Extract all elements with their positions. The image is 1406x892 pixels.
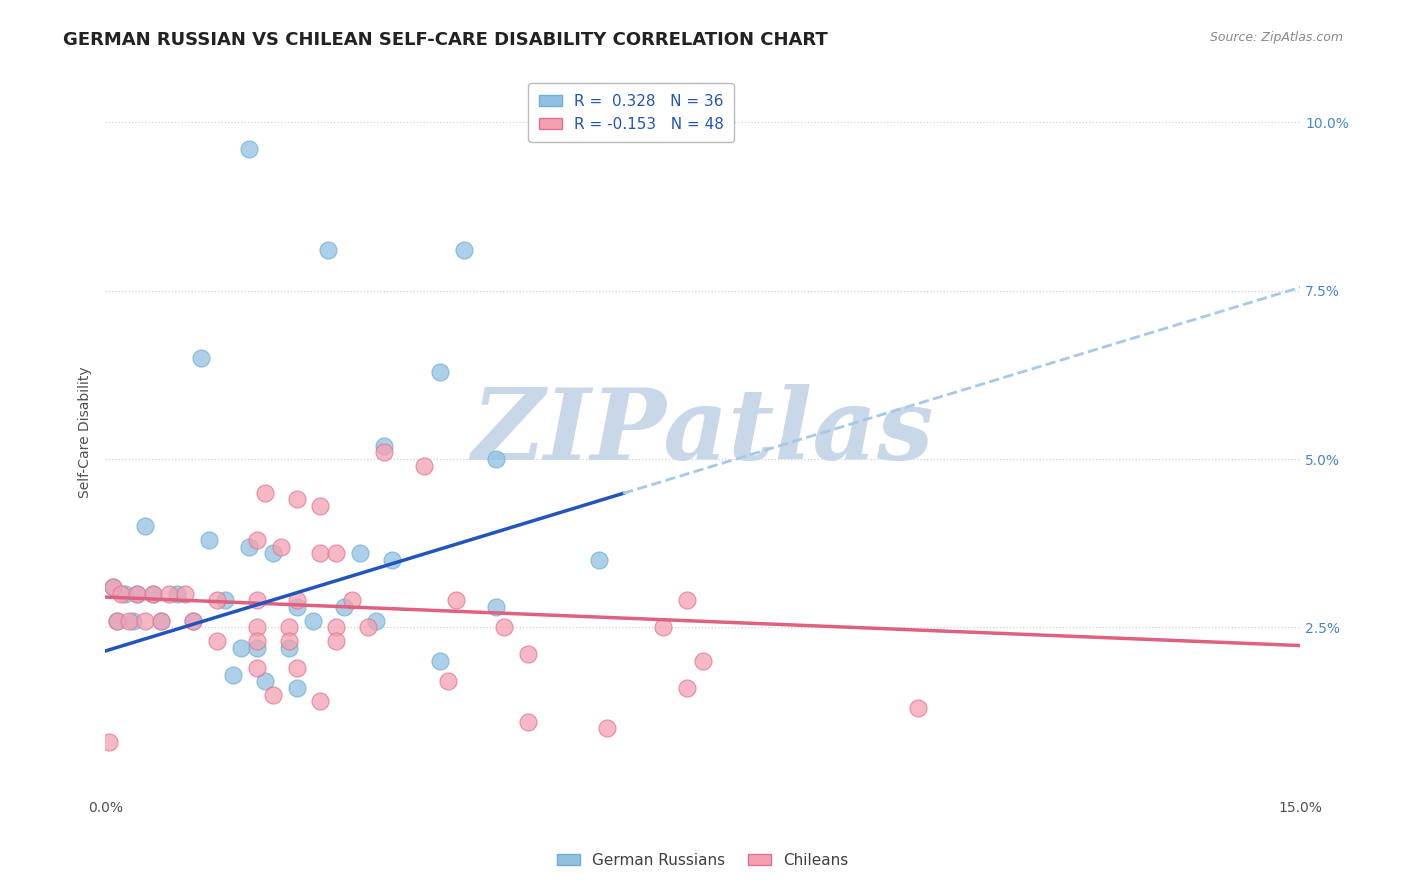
Text: Source: ZipAtlas.com: Source: ZipAtlas.com	[1209, 31, 1343, 45]
Point	[516, 714, 538, 729]
Point	[122, 614, 145, 628]
Point	[309, 546, 332, 560]
Point	[652, 620, 675, 634]
Point	[325, 546, 347, 560]
Point	[429, 364, 451, 378]
Point	[150, 614, 173, 628]
Point	[205, 633, 228, 648]
Point	[444, 593, 467, 607]
Point	[238, 142, 260, 156]
Point	[333, 600, 356, 615]
Point	[246, 620, 269, 634]
Point	[277, 633, 299, 648]
Point	[142, 587, 165, 601]
Point	[198, 533, 221, 547]
Point	[118, 614, 141, 628]
Point	[453, 244, 475, 258]
Legend: German Russians, Chileans: German Russians, Chileans	[551, 847, 855, 873]
Point	[205, 593, 228, 607]
Point	[413, 458, 436, 473]
Point	[181, 614, 204, 628]
Point	[381, 553, 404, 567]
Point	[301, 614, 323, 628]
Point	[98, 735, 121, 749]
Point	[246, 593, 269, 607]
Point	[285, 492, 308, 507]
Point	[676, 593, 699, 607]
Point	[357, 620, 380, 634]
Point	[134, 519, 156, 533]
Point	[373, 445, 395, 459]
Text: GERMAN RUSSIAN VS CHILEAN SELF-CARE DISABILITY CORRELATION CHART: GERMAN RUSSIAN VS CHILEAN SELF-CARE DISA…	[63, 31, 828, 49]
Point	[150, 614, 173, 628]
Point	[103, 580, 125, 594]
Point	[596, 722, 619, 736]
Point	[270, 540, 292, 554]
Point	[277, 640, 299, 655]
Point	[134, 614, 156, 628]
Point	[114, 587, 136, 601]
Point	[253, 674, 276, 689]
Point	[110, 587, 132, 601]
Point	[142, 587, 165, 601]
Point	[907, 701, 929, 715]
Point	[238, 540, 260, 554]
Point	[107, 614, 129, 628]
Point	[285, 661, 308, 675]
Point	[373, 439, 395, 453]
Point	[325, 633, 347, 648]
Text: ZIPatlas: ZIPatlas	[471, 384, 934, 481]
Point	[229, 640, 252, 655]
Point	[246, 533, 269, 547]
Point	[103, 580, 125, 594]
Point	[127, 587, 149, 601]
Point	[285, 600, 308, 615]
Point	[246, 661, 269, 675]
Point	[349, 546, 371, 560]
Point	[285, 681, 308, 695]
Point	[253, 485, 276, 500]
Point	[516, 648, 538, 662]
Point	[366, 614, 388, 628]
Point	[222, 667, 245, 681]
Point	[485, 600, 508, 615]
Point	[246, 640, 269, 655]
Point	[437, 674, 460, 689]
Point	[127, 587, 149, 601]
Point	[246, 633, 269, 648]
Point	[166, 587, 188, 601]
Point	[285, 593, 308, 607]
Point	[107, 614, 129, 628]
Point	[309, 694, 332, 708]
Y-axis label: Self-Care Disability: Self-Care Disability	[79, 367, 93, 498]
Point	[676, 681, 699, 695]
Legend: R =  0.328   N = 36, R = -0.153   N = 48: R = 0.328 N = 36, R = -0.153 N = 48	[527, 84, 734, 143]
Point	[262, 546, 284, 560]
Point	[277, 620, 299, 634]
Point	[309, 499, 332, 513]
Point	[492, 620, 515, 634]
Point	[157, 587, 180, 601]
Point	[692, 654, 714, 668]
Point	[485, 452, 508, 467]
Point	[174, 587, 197, 601]
Point	[181, 614, 204, 628]
Point	[588, 553, 610, 567]
Point	[318, 244, 340, 258]
Point	[342, 593, 364, 607]
Point	[325, 620, 347, 634]
Point	[190, 351, 212, 365]
Point	[214, 593, 236, 607]
Point	[262, 688, 284, 702]
Point	[429, 654, 451, 668]
